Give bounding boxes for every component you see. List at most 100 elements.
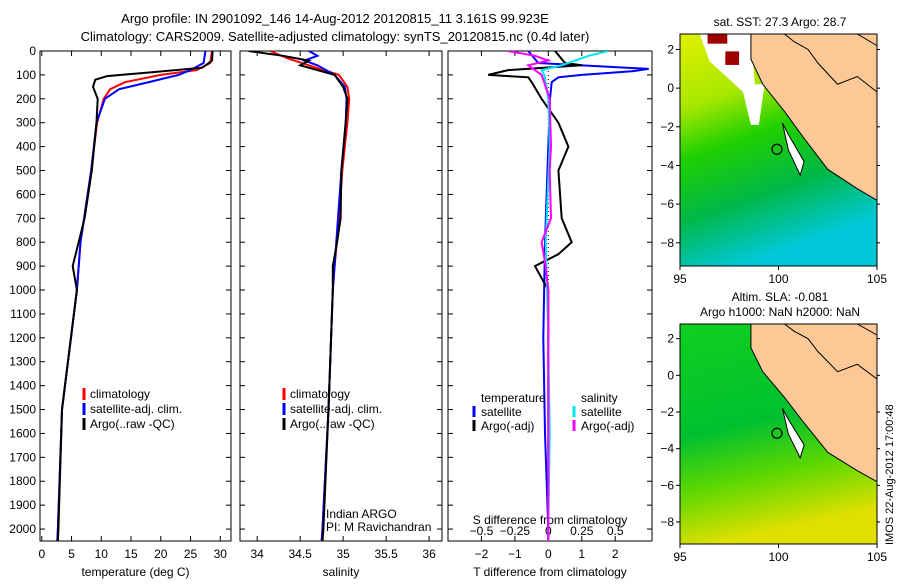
y-tick-label: 1900 (9, 498, 36, 512)
hot-cell (725, 51, 740, 65)
legend-label: satellite (581, 405, 622, 419)
figure-title-line1: Argo profile: IN 2901092_146 14-Aug-2012… (121, 11, 549, 26)
y-tick-label: 1500 (9, 403, 36, 417)
plot-frame (39, 50, 232, 542)
x-tick-label: 95 (673, 550, 687, 564)
series-line-t-satellite (527, 51, 649, 541)
panel-salinity: 34 34.5 35 35.5 36 salinity climatologysatelli… (239, 50, 443, 579)
y-tick-label: 2 (667, 42, 674, 56)
y-tick-label: −8 (660, 236, 674, 250)
series-group (248, 51, 351, 541)
panel-temperature: 0 5 10 15 20 25 30 temperature (deg C) 0 100 200 30… (9, 44, 232, 579)
panel-difference: −2 −1 0 1 2 T difference from climatology −0.5… (447, 50, 653, 579)
imos-stamp: IMOS 22-Aug-2012 17:00:48 (884, 404, 896, 545)
x-tick-label: 2 (612, 547, 619, 561)
x-tick-label: 100 (768, 550, 788, 564)
legend-label: satellite (481, 405, 522, 419)
y-tick-label: 0 (667, 81, 674, 95)
y-tick-label: 1600 (9, 426, 36, 440)
y-tick-label: 300 (16, 116, 36, 130)
x-tick-label: 105 (867, 550, 887, 564)
x-tick-label: 5 (68, 547, 75, 561)
series-line-s-argo--adj- (508, 51, 553, 541)
x-tick-label: 100 (768, 272, 788, 286)
legend-label: Argo(-adj) (481, 419, 534, 433)
y-tick-label: −4 (660, 158, 674, 172)
figure-title-line2: Climatology: CARS2009. Satellite-adjuste… (81, 29, 590, 44)
x-tick-label: −2 (475, 547, 489, 561)
y-tick-label: −6 (660, 478, 674, 492)
y-tick-label: 400 (16, 140, 36, 154)
y-tick-label: −2 (660, 120, 674, 134)
x-tick-label: 34.5 (288, 547, 312, 561)
y-tick-label: 900 (16, 259, 36, 273)
y-tick-label: −6 (660, 197, 674, 211)
x2-tick-label: −0.5 (470, 524, 494, 538)
hot-cell (707, 34, 728, 44)
y-tick-label: 0 (667, 368, 674, 382)
x-axis-label: temperature (deg C) (81, 565, 189, 579)
x-tick-label: 0 (545, 547, 552, 561)
argo-position-marker (771, 427, 783, 439)
y-tick-label: 1200 (9, 331, 36, 345)
series-line-argo---raw--qc- (248, 51, 349, 541)
map-title: Altim. SLA: -0.081 (732, 290, 829, 304)
y-tick-label: 500 (16, 164, 36, 178)
y-tick-label: 0 (29, 44, 36, 58)
y-tick-label: 1800 (9, 474, 36, 488)
map-subtitle: Argo h1000: NaN h2000: NaN (700, 305, 860, 319)
x-tick-label: 25 (184, 547, 198, 561)
x-tick-label: 35 (336, 547, 350, 561)
y-tick-label: 700 (16, 211, 36, 225)
x2-tick-label: 0.5 (607, 524, 624, 538)
legend-label: Argo(..raw -QC) (290, 417, 375, 431)
series-line-argo---raw--qc- (56, 51, 214, 541)
y-tick-label: 100 (16, 68, 36, 82)
argo-position-marker (771, 143, 783, 155)
x2-tick-label: −0.25 (500, 524, 531, 538)
y-tick-label: 2 (667, 332, 674, 346)
map-title: sat. SST: 27.3 Argo: 28.7 (714, 15, 847, 29)
legend-label: Argo(-adj) (581, 419, 634, 433)
y-tick-label: 1400 (9, 379, 36, 393)
x-tick-label: 105 (867, 272, 887, 286)
y-tick-label: 800 (16, 235, 36, 249)
legend-label: climatology (290, 387, 350, 401)
x-axis-label: salinity (323, 565, 360, 579)
y-tick-label: 1300 (9, 355, 36, 369)
annotation-text: PI: M Ravichandran (326, 520, 431, 534)
series-line-s-satellite (540, 51, 609, 541)
series-line-climatology (56, 51, 213, 541)
panel-map_sst: 95 100 105 2 0 −2 −4 −6 −8 sat. SST: 27.3 Argo: 2… (660, 15, 887, 286)
y-tick-label: −2 (660, 405, 674, 419)
legend-title-temperature: temperature (481, 391, 546, 405)
x-tick-label: 0 (38, 547, 45, 561)
x-tick-label: 30 (214, 547, 228, 561)
y-tick-label: 2000 (9, 522, 36, 536)
x2-tick-label: 0.25 (570, 524, 594, 538)
series-group (487, 51, 649, 541)
y-tick-label: 600 (16, 187, 36, 201)
x-tick-label: −1 (508, 547, 522, 561)
legend-label: satellite-adj. clim. (290, 402, 382, 416)
missing-data (699, 34, 765, 125)
y-tick-label: −8 (660, 515, 674, 529)
plot-frame (447, 50, 653, 542)
series-line-climatology (269, 51, 351, 541)
legend-label: climatology (90, 387, 150, 401)
panel-map_sla: 95 100 105 2 0 −2 −4 −6 −8 Altim. SLA: -0.081Argo… (660, 290, 887, 564)
legend-label: Argo(..raw -QC) (90, 417, 175, 431)
x-tick-label: 95 (673, 272, 687, 286)
x-tick-label: 34 (251, 547, 265, 561)
x2-axis-label: S difference from climatology (473, 513, 628, 527)
y-tick-label: 200 (16, 92, 36, 106)
legend-label: satellite-adj. clim. (90, 402, 182, 416)
y-tick-label: 1100 (10, 307, 36, 321)
island-mentawai (781, 122, 805, 177)
x-axis-label: T difference from climatology (473, 565, 627, 579)
x-tick-label: 1 (578, 547, 585, 561)
island-mentawai (781, 408, 805, 460)
series-line-t-argo--adj- (487, 51, 582, 541)
